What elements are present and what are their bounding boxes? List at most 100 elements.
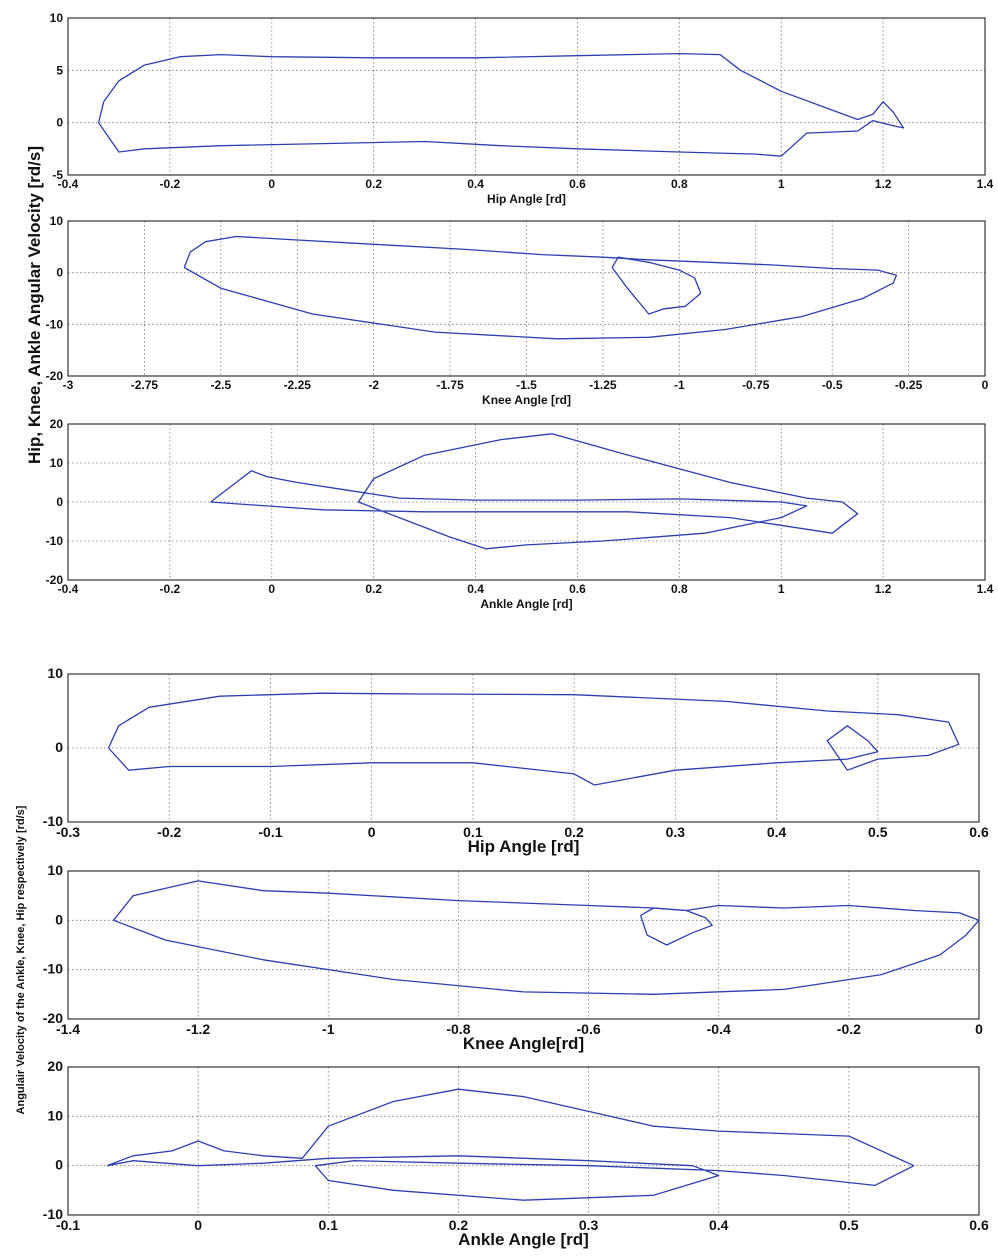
- series-line-1: [210, 433, 859, 550]
- x-tick-label: 0: [975, 1021, 983, 1037]
- plot-frame: [67, 220, 986, 377]
- x-axis-label: Ankle Angle [rd]: [458, 1230, 589, 1249]
- x-tick-label: -0.25: [895, 378, 923, 392]
- x-tick-label: 0.6: [569, 177, 586, 191]
- y-tick-label: 10: [47, 665, 63, 681]
- x-tick-label: -0.4: [58, 582, 79, 596]
- x-tick-label: -2.75: [131, 378, 159, 392]
- x-tick-label: -0.8: [446, 1021, 470, 1037]
- x-axis-label: Knee Angle[rd]: [463, 1034, 584, 1053]
- series-line-1: [183, 235, 898, 340]
- x-tick-label: 0.5: [839, 1217, 859, 1233]
- subplot-6: -0.1 0 0.1 0.2 0.3 0.4 0.5 0.6 -10 0 10 20 Ankle Ang…: [43, 1058, 989, 1249]
- x-axis-label: Hip Angle [rd]: [487, 192, 566, 206]
- plot-frame: [67, 423, 986, 581]
- x-tick-label: 1.2: [875, 177, 892, 191]
- x-tick-label: 0.6: [969, 1217, 989, 1233]
- series-line-1: [97, 52, 905, 157]
- x-tick-label: -0.1: [258, 824, 282, 840]
- x-tick-label: -1.25: [589, 378, 617, 392]
- x-tick-label: -0.3: [56, 824, 80, 840]
- x-tick-label: 0.5: [868, 824, 888, 840]
- y-tick-label: 0: [55, 911, 63, 927]
- x-tick-label: 0.6: [969, 824, 989, 840]
- y-tick-label: 10: [50, 456, 64, 470]
- shared-ylabel-bottom: Angulair Velocity of the Ankle, Knee, Hi…: [15, 805, 27, 1114]
- plot-frame: [67, 673, 980, 823]
- y-tick-label: -10: [43, 813, 63, 829]
- x-tick-label: 0.2: [365, 177, 382, 191]
- x-tick-label: -0.2: [160, 582, 181, 596]
- y-tick-label: 0: [56, 266, 63, 280]
- x-tick-label: 0.6: [569, 582, 586, 596]
- x-tick-label: 0.1: [463, 824, 483, 840]
- x-tick-label: 0.2: [564, 824, 584, 840]
- x-tick-label: 1.4: [977, 177, 994, 191]
- y-tick-label: 0: [56, 495, 63, 509]
- x-tick-label: -0.2: [837, 1021, 861, 1037]
- x-tick-label: -0.4: [707, 1021, 731, 1037]
- x-tick-label: 0.4: [467, 582, 484, 596]
- x-tick-label: -0.75: [742, 378, 770, 392]
- x-tick-label: -0.2: [157, 824, 181, 840]
- y-tick-label: -5: [52, 168, 63, 182]
- y-tick-label: 10: [47, 1107, 63, 1123]
- x-tick-label: -0.5: [822, 378, 843, 392]
- subplot-4: -0.3 -0.2 -0.1 0 0.1 0.2 0.3 0.4 0.5 0.6 -10 0 10 Hip…: [43, 665, 989, 856]
- x-tick-label: -2.25: [284, 378, 312, 392]
- subplot-2: -3 -2.75 -2.5 -2.25 -2 -1.75 -1.5 -1.25 -1 -0.75 -…: [46, 214, 989, 407]
- y-tick-label: -10: [46, 317, 64, 331]
- x-tick-label: 0: [982, 378, 989, 392]
- plot-frame: [67, 870, 980, 1020]
- y-tick-label: 5: [56, 63, 63, 77]
- y-tick-label: -10: [43, 1206, 63, 1222]
- x-tick-label: -0.6: [577, 1021, 601, 1037]
- y-tick-label: 0: [55, 739, 63, 755]
- x-tick-label: 0: [268, 177, 275, 191]
- x-tick-label: -0.2: [160, 177, 181, 191]
- x-tick-label: 0.1: [319, 1217, 339, 1233]
- x-axis-label: Hip Angle [rd]: [468, 837, 580, 856]
- x-tick-label: 1: [778, 177, 785, 191]
- x-tick-label: 1.2: [875, 582, 892, 596]
- x-tick-label: 0.2: [449, 1217, 469, 1233]
- y-tick-label: -10: [46, 534, 64, 548]
- x-tick-label: 0: [268, 582, 275, 596]
- y-tick-label: 20: [47, 1058, 63, 1074]
- series-line-2: [639, 907, 713, 946]
- x-tick-label: -1.75: [436, 378, 464, 392]
- y-tick-label: -20: [46, 573, 64, 587]
- subplot-5: -1.4 -1.2 -1 -0.8 -0.6 -0.4 -0.2 0 -20 -10 0 10 Knee…: [43, 862, 983, 1053]
- x-tick-label: -1: [674, 378, 685, 392]
- x-tick-label: -3: [63, 378, 74, 392]
- y-tick-label: 10: [47, 862, 63, 878]
- y-tick-label: 10: [50, 214, 64, 228]
- y-tick-label: -20: [46, 369, 64, 383]
- subplot-1: -0.4 -0.2 0 0.2 0.4 0.6 0.8 1 1.2 1.4 -5 0 5 10 Hip An…: [50, 11, 994, 206]
- y-tick-label: 10: [50, 11, 64, 25]
- shared-ylabel-top: Hip, Knee, Ankle Angular Velocity [rd/s]: [25, 146, 44, 464]
- series-line-1: [106, 1088, 915, 1201]
- y-tick-label: 0: [55, 1157, 63, 1173]
- series-line-1: [107, 692, 960, 786]
- x-tick-label: 0.3: [666, 824, 686, 840]
- x-tick-label: 1: [778, 582, 785, 596]
- x-axis-label: Knee Angle [rd]: [482, 393, 571, 407]
- x-axis-label: Ankle Angle [rd]: [480, 597, 572, 611]
- x-tick-label: -2: [368, 378, 379, 392]
- x-tick-label: 0: [194, 1217, 202, 1233]
- x-tick-label: -0.4: [58, 177, 79, 191]
- plot-frame: [67, 17, 986, 176]
- series-line-1: [112, 880, 980, 995]
- x-tick-label: 0.8: [671, 582, 688, 596]
- x-tick-label: 0.4: [467, 177, 484, 191]
- y-tick-label: 0: [56, 116, 63, 130]
- x-tick-label: -1.2: [186, 1021, 210, 1037]
- y-tick-label: 20: [50, 417, 64, 431]
- plot-frame: [67, 1066, 980, 1216]
- x-tick-label: 0: [368, 824, 376, 840]
- x-tick-label: 0.4: [709, 1217, 729, 1233]
- x-tick-label: 0.3: [579, 1217, 599, 1233]
